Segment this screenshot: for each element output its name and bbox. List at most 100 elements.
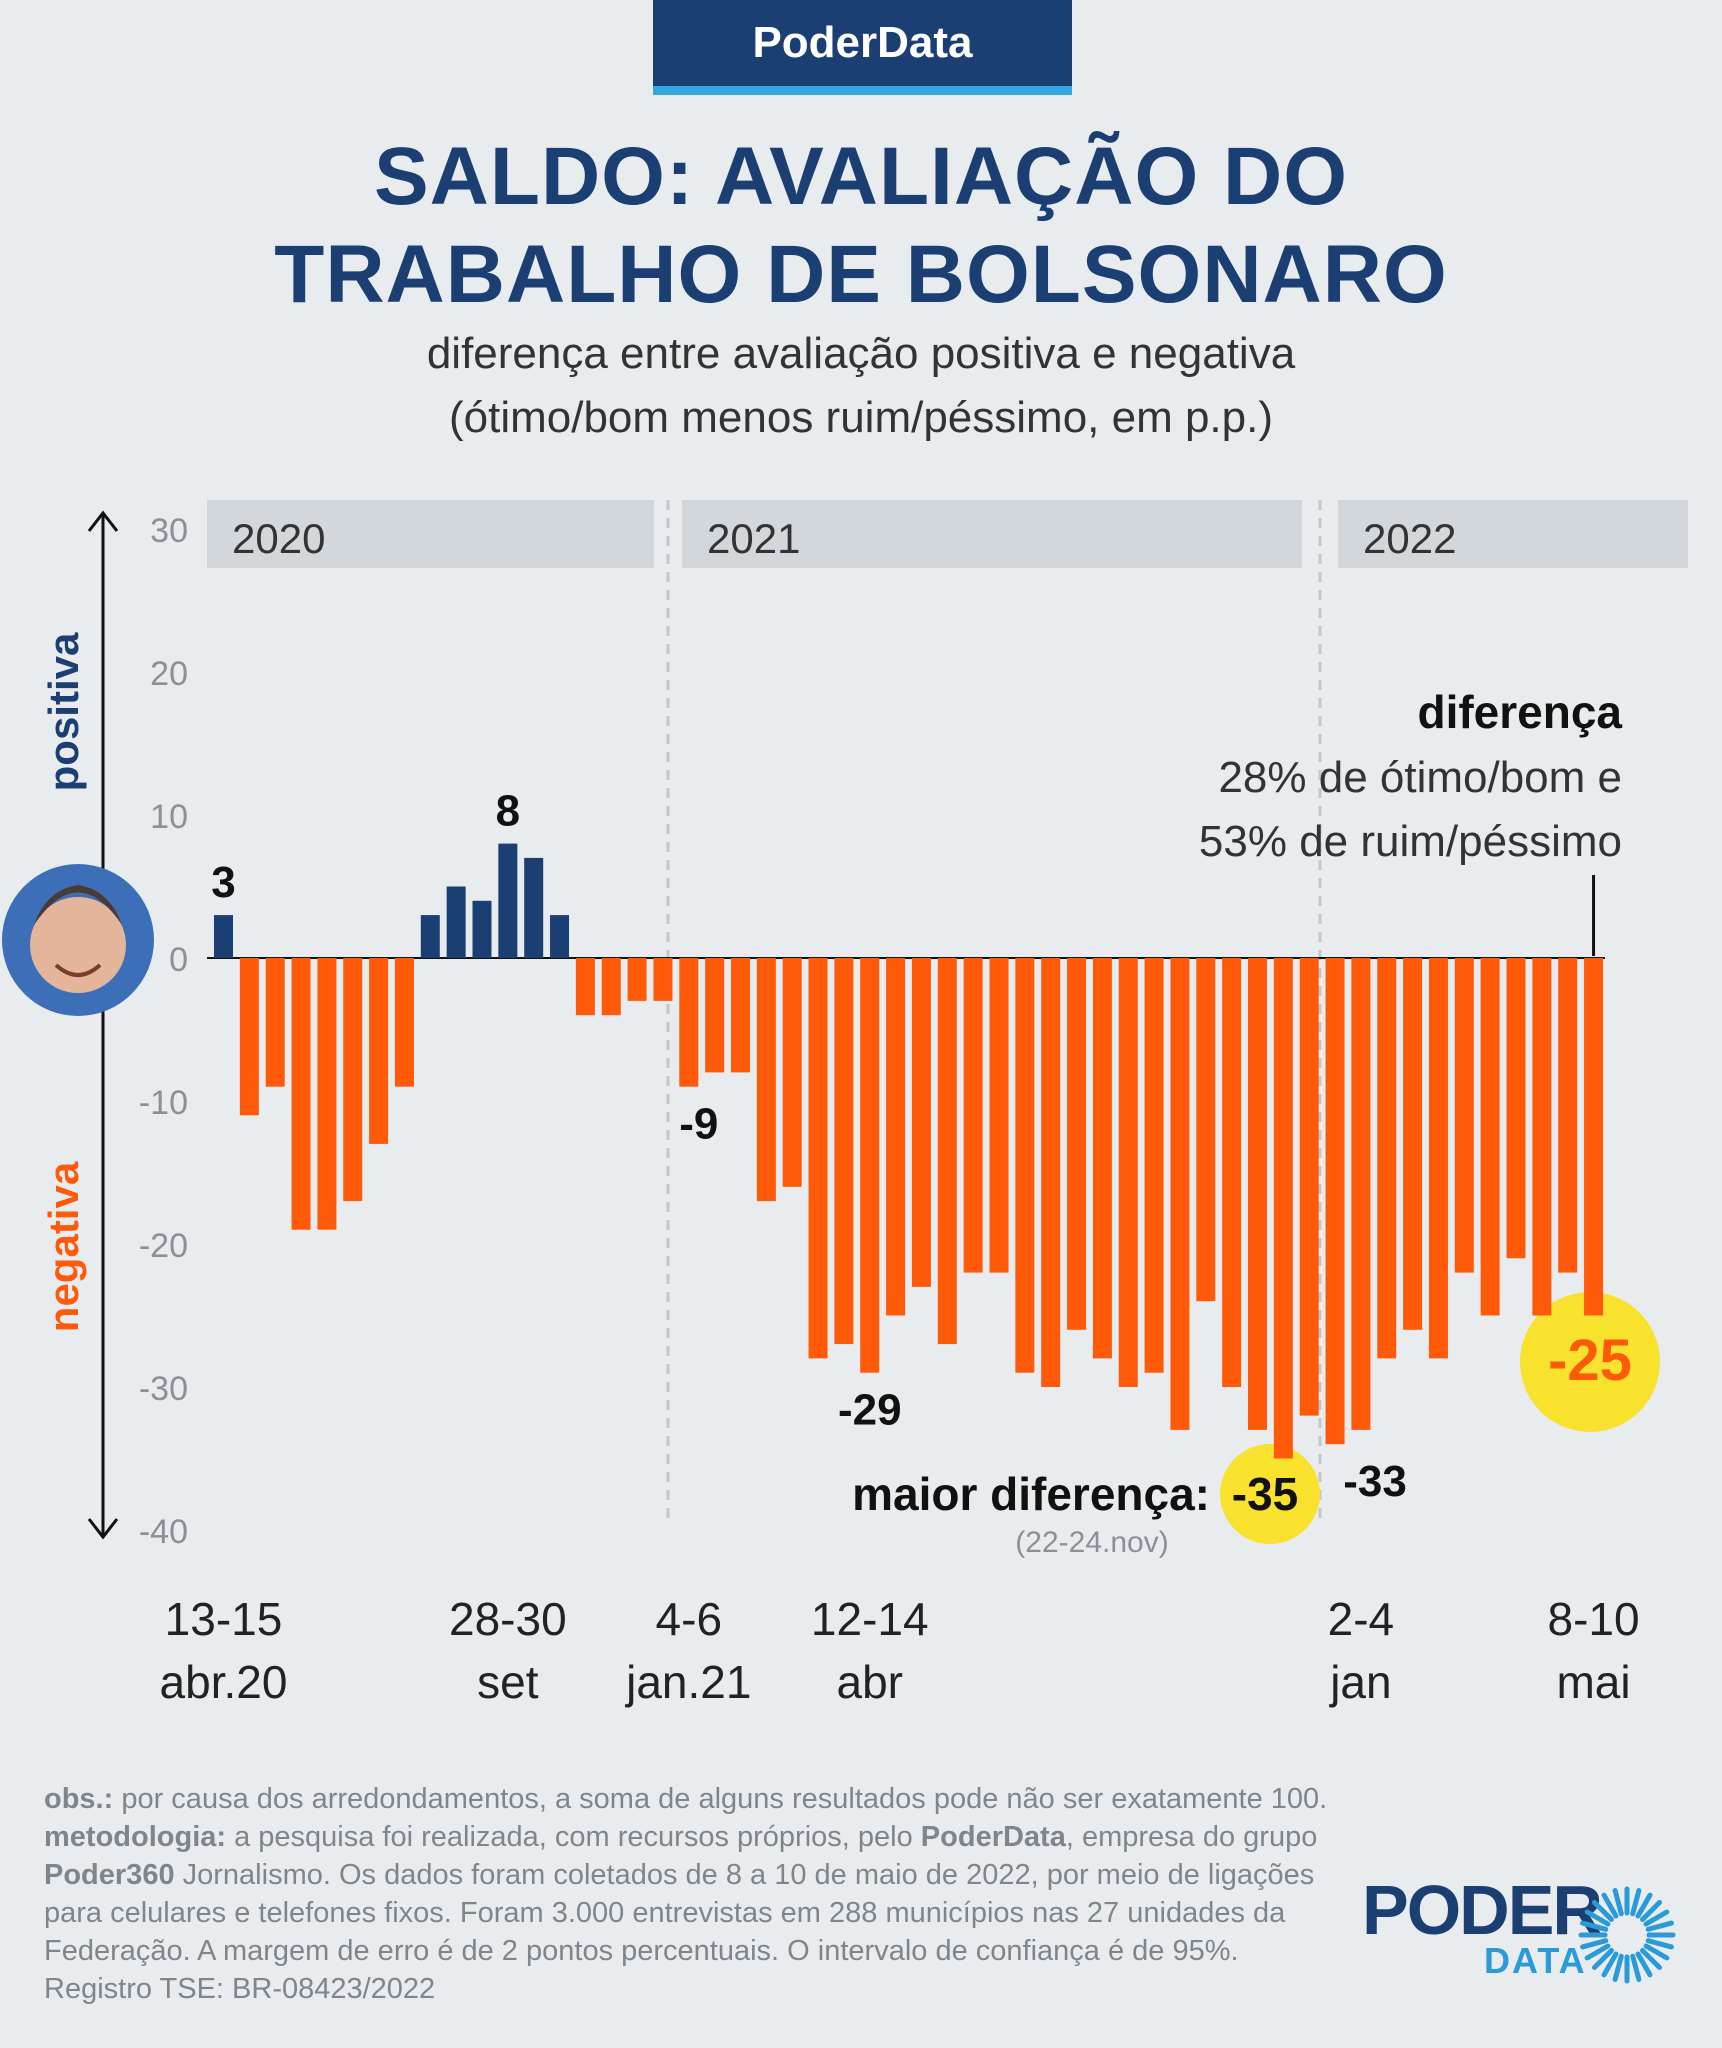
bar (550, 915, 570, 958)
title-line-2: TRABALHO DE BOLSONARO (274, 229, 1448, 320)
bar (343, 958, 363, 1202)
bar (1273, 958, 1293, 1459)
bar (705, 958, 725, 1073)
max-diff-value: -35 (1232, 1468, 1298, 1520)
logo-ray (1580, 1920, 1609, 1932)
subtitle-line-1: diferença entre avaliação positiva e neg… (426, 329, 1296, 378)
logo-ray (1601, 1951, 1619, 1978)
bar (756, 958, 776, 1202)
max-diff-date: (22-24.nov) (1015, 1526, 1168, 1559)
logo-ray (1591, 1899, 1614, 1922)
bar (1532, 958, 1552, 1316)
method-text-3: Jornalismo. Os dados foram coletados de … (44, 1859, 1315, 2005)
bar (679, 958, 699, 1087)
y-axis-positive-label: positiva (40, 632, 87, 791)
logo-ray (1645, 1938, 1674, 1950)
bar (782, 958, 802, 1187)
x-label-line2: jan (1328, 1656, 1391, 1708)
logo-ray (1635, 1951, 1653, 1978)
data-label: -33 (1343, 1457, 1407, 1506)
bar (1584, 958, 1604, 1316)
footer-notes: obs.: por causa dos arredondamentos, a s… (44, 1780, 1444, 2008)
bar (498, 843, 518, 958)
bar (420, 915, 440, 958)
y-tick-label: 0 (169, 941, 188, 979)
logo-ray (1584, 1943, 1611, 1961)
bar (1144, 958, 1164, 1373)
bar (808, 958, 828, 1359)
year-band-2021 (682, 500, 1302, 568)
bar (1170, 958, 1190, 1430)
bar (627, 958, 647, 1001)
bar (1118, 958, 1138, 1387)
bar (1480, 958, 1500, 1316)
bar (911, 958, 931, 1287)
data-label: -9 (679, 1100, 718, 1149)
x-label-line1: 12-14 (811, 1593, 929, 1645)
x-label-line2: jan.21 (624, 1656, 751, 1708)
bar (1041, 958, 1061, 1387)
y-tick-label: -30 (139, 1370, 188, 1408)
bar (834, 958, 854, 1345)
bar (575, 958, 595, 1016)
bar (291, 958, 311, 1230)
logo-ray (1645, 1920, 1674, 1932)
avatar-smile (54, 963, 102, 977)
brand-tag: PoderData (653, 0, 1072, 86)
bar (1222, 958, 1242, 1387)
y-tick-label: 10 (150, 798, 188, 836)
bar (1299, 958, 1319, 1416)
obs-text: por causa dos arredondamentos, a soma de… (113, 1783, 1328, 1815)
y-tick-label: 20 (150, 655, 188, 693)
year-band-2020 (207, 500, 654, 568)
year-band-2022 (1338, 500, 1688, 568)
poderdata-logo: PODER DATA (1362, 1870, 1682, 2020)
bar (731, 958, 750, 1073)
logo-word-poder: PODER (1362, 1871, 1603, 1949)
data-label: -29 (838, 1386, 902, 1435)
method-text-1: a pesquisa foi realizada, com recursos p… (226, 1821, 921, 1853)
bar (369, 958, 389, 1144)
bar (214, 915, 233, 958)
y-axis-arrow-down-icon (87, 1518, 119, 1540)
bar (446, 886, 466, 958)
bar (1377, 958, 1397, 1359)
bar (1351, 958, 1371, 1430)
obs-note: obs.: por causa dos arredondamentos, a s… (44, 1780, 1444, 1818)
logo-ray (1640, 1948, 1663, 1971)
last-value-highlight (1520, 1292, 1660, 1432)
method-brand: PoderData (920, 1821, 1066, 1853)
bar (1428, 958, 1448, 1359)
method-text-2: , empresa do grupo (1065, 1821, 1318, 1853)
logo-ray (1601, 1892, 1619, 1919)
diff-callout-line-1: 28% de ótimo/bom e (1218, 753, 1622, 802)
y-tick-label: -40 (139, 1513, 188, 1551)
bar (963, 958, 983, 1273)
year-label-2022: 2022 (1363, 515, 1456, 562)
obs-label: obs.: (44, 1783, 114, 1815)
diff-callout-title: diferença (1417, 686, 1622, 738)
bar (860, 958, 880, 1373)
x-label-line2: abr.20 (160, 1656, 288, 1708)
y-axis-negative-label: negativa (40, 1161, 87, 1332)
logo-ray (1643, 1943, 1670, 1961)
logo-ray (1630, 1888, 1642, 1917)
year-label-2021: 2021 (707, 515, 800, 562)
logo-ray (1643, 1909, 1670, 1927)
bar (472, 900, 492, 958)
bar (1015, 958, 1035, 1373)
x-label-line1: 2-4 (1328, 1593, 1394, 1645)
method-label: metodologia: (44, 1821, 227, 1853)
bar (1067, 958, 1087, 1330)
bar (239, 958, 259, 1116)
bar (1558, 958, 1578, 1273)
logo-ray (1580, 1938, 1609, 1950)
page-subtitle: diferença entre avaliação positiva e neg… (0, 322, 1722, 450)
bar (394, 958, 414, 1087)
brand-tag-underline (653, 86, 1072, 95)
page-title: SALDO: AVALIAÇÃO DO TRABALHO DE BOLSONAR… (0, 128, 1722, 324)
logo-word-data: DATA (1484, 1940, 1587, 1981)
x-label-line2: abr (837, 1656, 903, 1708)
avatar-face (30, 897, 126, 993)
bar (601, 958, 621, 1016)
